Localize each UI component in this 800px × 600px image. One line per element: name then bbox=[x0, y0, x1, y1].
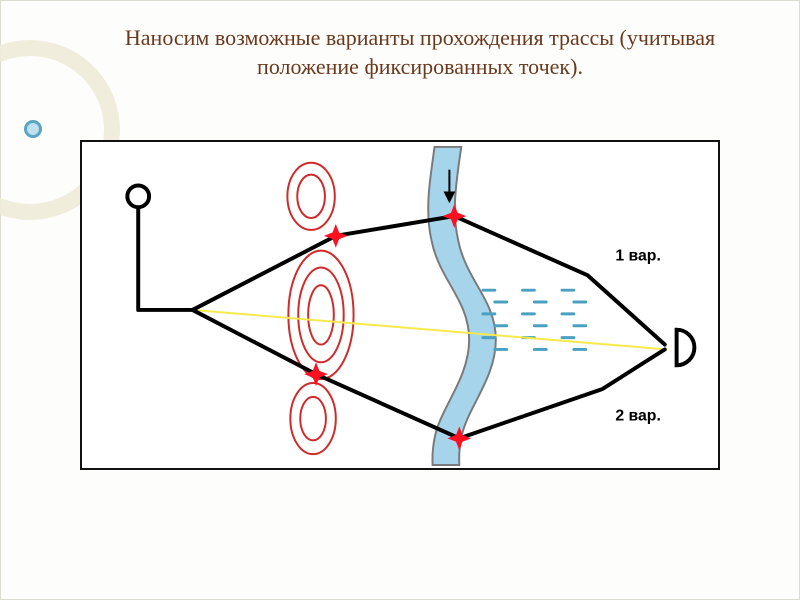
label-variant-1: 1 вар. bbox=[615, 248, 661, 265]
label-variant-2: 2 вар. bbox=[615, 408, 661, 425]
direct-airline bbox=[193, 310, 667, 350]
route-lines bbox=[138, 196, 665, 438]
diagram-svg: 1 вар. 2 вар. bbox=[82, 142, 718, 468]
start-stub bbox=[138, 196, 192, 310]
route-diagram: 1 вар. 2 вар. bbox=[80, 140, 720, 470]
route-variant-1 bbox=[193, 216, 665, 344]
decorative-dot bbox=[24, 120, 42, 138]
slide-title: Наносим возможные варианты прохождения т… bbox=[100, 24, 740, 81]
start-node bbox=[127, 185, 149, 207]
contour-lines bbox=[287, 163, 353, 454]
slide: Наносим возможные варианты прохождения т… bbox=[0, 0, 800, 600]
end-node bbox=[677, 330, 695, 366]
river-shape bbox=[428, 147, 496, 465]
